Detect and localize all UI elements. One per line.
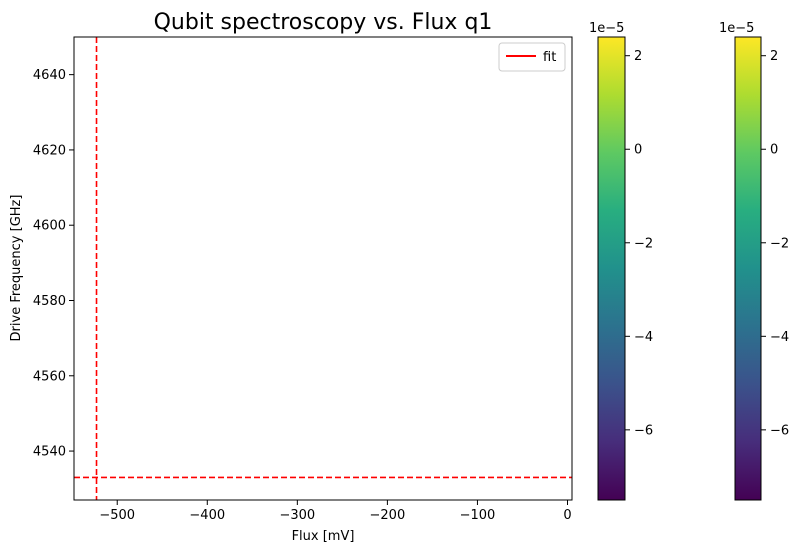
colorbar-1-offset-label: 1e−5 [589,21,624,36]
x-axis-label: Flux [mV] [292,529,355,544]
colorbar-1: 1e−5 2 0 −2 −4 −6 [589,21,653,501]
colorbar-2-tick-label: −4 [770,330,789,345]
x-ticks: −500 −400 −300 −200 −100 0 [99,500,572,523]
y-tick-label: 4540 [33,445,66,460]
colorbar-1-tick-label: −2 [634,236,653,251]
x-tick-label: 0 [563,508,571,523]
reference-lines [74,37,572,500]
y-axis-label: Drive Frequency [GHz] [9,195,24,342]
legend-fit-label: fit [543,50,556,65]
y-tick-label: 4600 [33,219,66,234]
colorbar-2-tick-label: 0 [770,143,778,158]
colorbar-1-ticks: 2 0 −2 −4 −6 [625,49,653,438]
chart-title: Qubit spectroscopy vs. Flux q1 [154,10,493,35]
colorbar-2: 1e−5 2 0 −2 −4 −6 [719,21,789,501]
y-tick-label: 4640 [33,68,66,83]
plot-background [74,37,572,500]
colorbar-1-gradient [597,36,626,501]
colorbar-2-offset-label: 1e−5 [719,21,754,36]
x-tick-label: −500 [99,508,135,523]
y-tick-label: 4560 [33,369,66,384]
colorbar-1-tick-label: 0 [634,143,642,158]
plot-frame [73,36,573,501]
colorbar-1-tick-label: −6 [634,423,653,438]
x-tick-label: −200 [370,508,406,523]
colorbar-2-tick-label: 2 [770,49,778,64]
y-tick-label: 4580 [33,294,66,309]
colorbar-2-ticks: 2 0 −2 −4 −6 [761,49,789,438]
colorbar-2-tick-label: −6 [770,423,789,438]
y-tick-label: 4620 [33,143,66,158]
x-tick-label: −300 [279,508,315,523]
colorbar-2-gradient [734,36,762,501]
plot-area: −500 −400 −300 −200 −100 0 4540 4560 4580 4600 46… [33,36,573,523]
colorbar-1-tick-label: 2 [634,49,642,64]
x-tick-label: −400 [189,508,225,523]
legend: fit [498,42,566,72]
colorbar-2-tick-label: −2 [770,236,789,251]
x-tick-label: −100 [460,508,496,523]
colorbar-1-tick-label: −4 [634,330,653,345]
y-ticks: 4540 4560 4580 4600 4620 4640 [33,68,74,460]
